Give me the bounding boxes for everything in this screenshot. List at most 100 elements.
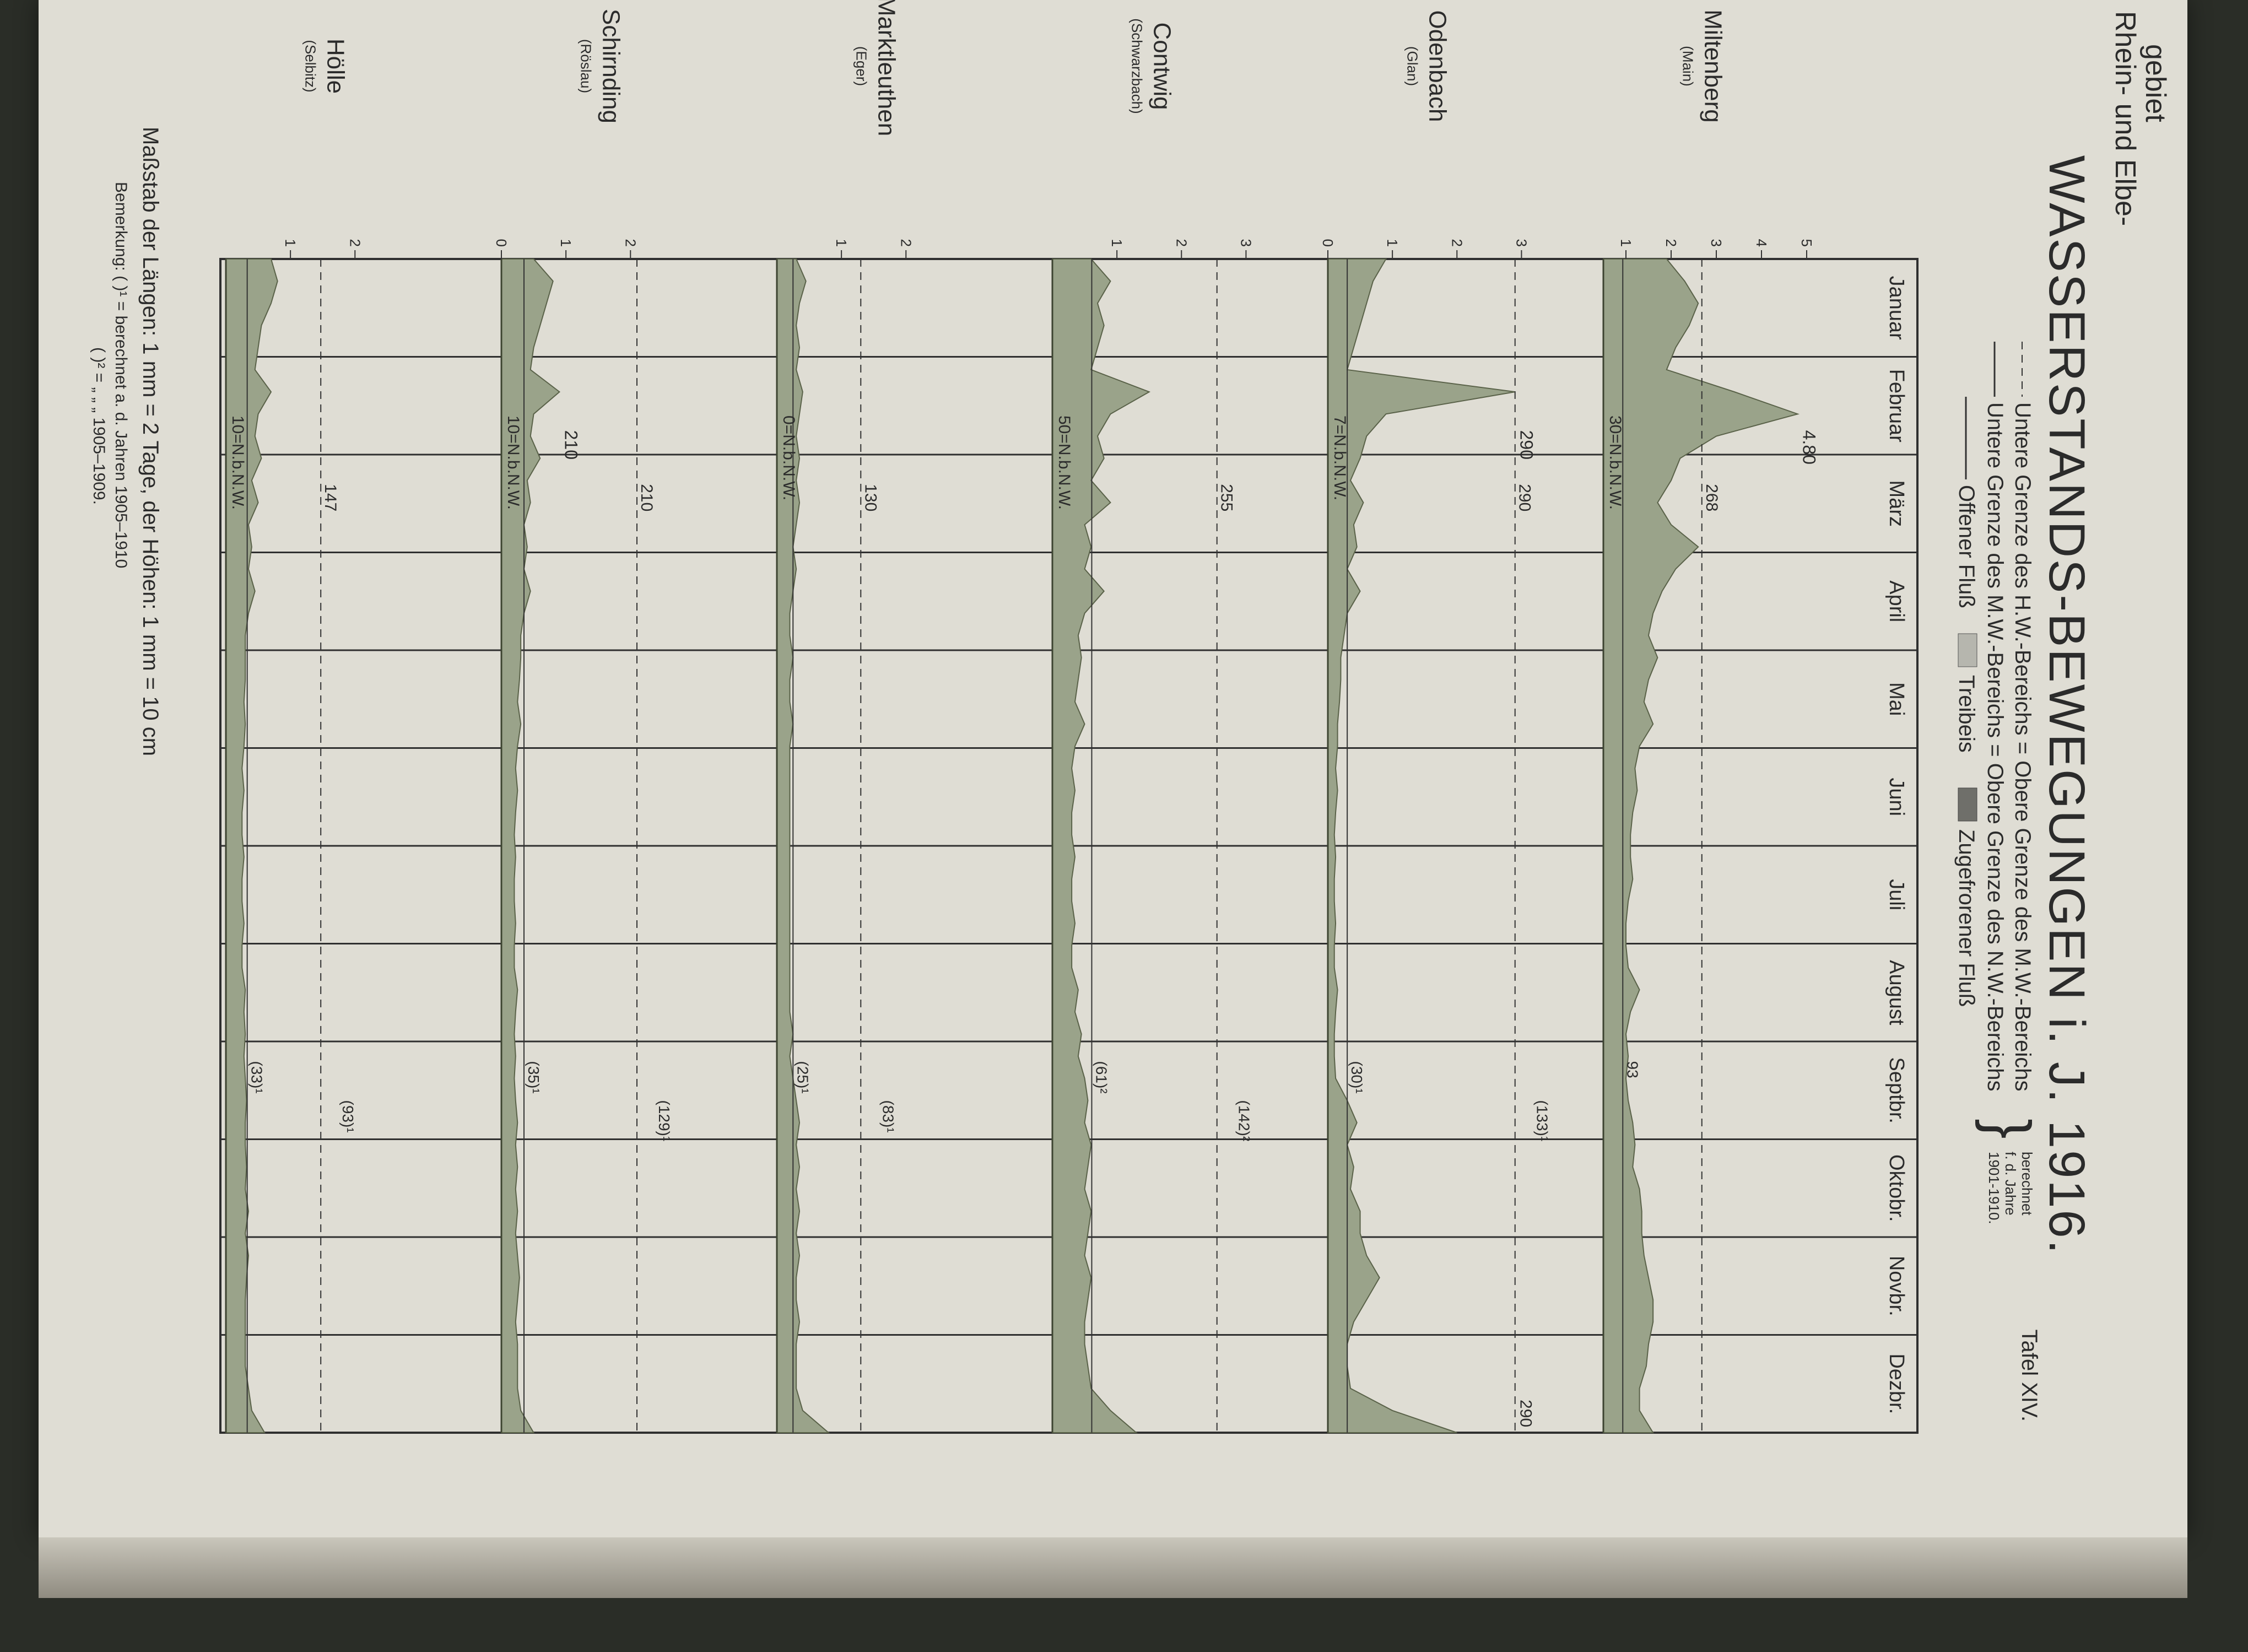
baseline-label: 7=N.b.N.W. [1331, 415, 1349, 500]
region-line-1: Rhein- und Elbe- [2109, 11, 2141, 226]
hw-boundary-label: 130 [861, 484, 879, 511]
legend-frozen: Zugefrorener Fluß [1954, 829, 1979, 1007]
legend-open-river: Offener Fluß [1954, 485, 1979, 608]
peak-label: 290 [1517, 430, 1537, 460]
station-band: 210 (35)¹ (129)¹ 10=N.b.N.W. 210 0 1 2 [493, 239, 673, 1433]
station-name: Contwig [1149, 23, 1176, 110]
legend-line-2: Untere Grenze des M.W.-Bereichs = Obere … [1983, 402, 2007, 1091]
station-band: 147 (33)¹ (93)¹ 10=N.b.N.W. 1 2 [225, 239, 363, 1433]
hw-boundary-label: 290 [1516, 484, 1534, 511]
legend-drift-ice-swatch [1958, 633, 1977, 667]
station-river: (Main) [1680, 46, 1696, 87]
y-tick-label: 2 [347, 239, 363, 247]
month-label: August [1885, 960, 1908, 1025]
month-label: Januar [1885, 276, 1908, 341]
hw-boundary-label: 147 [321, 484, 339, 511]
station-name: Odenbach [1424, 10, 1451, 122]
water-level-area [776, 258, 830, 1433]
baseline-label: 0=N.b.N.W. [780, 415, 798, 500]
y-tick-label: 0 [1320, 239, 1336, 247]
y-tick-label: 5 [1798, 239, 1815, 247]
y-tick-label: 1 [558, 239, 574, 247]
y-tick-label: 1 [282, 239, 299, 247]
water-level-area [1603, 258, 1800, 1433]
chart-title: WASSERSTANDS-BEWEGUNGEN i. J. 1916. [2039, 155, 2095, 1255]
water-level-area [1327, 258, 1515, 1433]
baseline-label: 50=N.b.N.W. [1055, 415, 1073, 510]
month-label: Juli [1885, 879, 1908, 910]
region-line-2: gebiet [2139, 44, 2171, 122]
page-sheet [39, 0, 2187, 1537]
page-edge [39, 1537, 2187, 1598]
peak-label: 210 [561, 430, 581, 460]
y-tick-label: 1 [1618, 239, 1634, 247]
month-labels: Januar Februar März April Mai Juni Juli August S… [1885, 276, 1908, 1415]
baseline-label: 30=N.b.N.W. [1606, 415, 1624, 510]
legend-line-1: Untere Grenze des H.W.-Bereichs = Obere … [2011, 402, 2035, 1091]
y-tick-label: 1 [1109, 239, 1125, 247]
y-tick-label: 2 [898, 239, 914, 247]
y-tick-label: 3 [1238, 239, 1254, 247]
station-name: Hölle [322, 39, 349, 94]
nw-boundary-label: (33)¹ [248, 1061, 266, 1094]
legend: Untere Grenze des H.W.-Bereichs = Obere … [1954, 342, 2042, 1224]
water-level-area [1052, 258, 1151, 1433]
baseline-label: 10=N.b.N.W. [504, 415, 522, 510]
station-band: 290 (30)¹ (133)¹ 7=N.b.N.W. 290 290 0 1 2 3 [1320, 239, 1551, 1433]
month-label: März [1885, 481, 1908, 527]
peak-label: 4.80 [1800, 430, 1819, 465]
station-river: (Eger) [853, 46, 870, 86]
y-tick-label: 0 [493, 239, 510, 247]
month-label: Mai [1885, 682, 1908, 716]
baseline-label: 10=N.b.N.W. [229, 415, 247, 510]
station-band: 268 93 30=N.b.N.W. 4.80 1 2 3 4 5 [1602, 239, 1819, 1433]
footer-scale: Maßstab der Längen: 1 mm = 2 Tage, der H… [138, 127, 163, 756]
y-tick-label: 2 [1173, 239, 1190, 247]
hw-boundary-label: 210 [637, 484, 656, 511]
y-tick-label: 3 [1513, 239, 1530, 247]
mw-boundary-label: (83)¹ [879, 1100, 896, 1133]
station-name: Schirnding [598, 9, 625, 123]
station-band: 130 (25)¹ (83)¹ 0=N.b.N.W. 1 2 [776, 239, 914, 1433]
station-name: Marktleuthen [873, 0, 900, 136]
y-tick-label: 2 [1449, 239, 1465, 247]
legend-brace-note-1: berechnet [2019, 1152, 2035, 1216]
nw-boundary-label: (35)¹ [525, 1061, 542, 1094]
station-band: 255 (61)² (142)² 50=N.b.N.W. 1 2 3 [1051, 239, 1254, 1433]
station-river: (Röslau) [578, 39, 595, 93]
end-label: 290 [1517, 1400, 1535, 1427]
station-labels: Miltenberg(Main) Odenbach(Glan) Contwig(Sc… [302, 0, 1727, 136]
footer-remark-2: ( )² = „ „ „ 1905–1909. [90, 347, 108, 505]
mw-boundary-label: (129)¹ [656, 1100, 673, 1142]
y-tick-label: 4 [1753, 239, 1770, 247]
month-label: Oktobr. [1885, 1154, 1908, 1222]
y-tick-label: 1 [833, 239, 850, 247]
month-label: Dezbr. [1885, 1353, 1908, 1414]
footer-remark-1: Bemerkung: ( )¹ = berechnet a. d. Jahren… [112, 182, 130, 568]
y-tick-label: 2 [622, 239, 639, 247]
station-name: Miltenberg [1700, 9, 1727, 122]
y-tick-label: 2 [1663, 239, 1679, 247]
mw-boundary-label: (142)² [1236, 1100, 1253, 1142]
nw-boundary-label: (30)¹ [1348, 1061, 1365, 1094]
y-tick-label: 3 [1708, 239, 1725, 247]
legend-brace-note-2: f. d. Jahre [2002, 1152, 2019, 1216]
legend-brace-note-3: 1901-1910. [1986, 1152, 2002, 1224]
water-level-area [501, 258, 561, 1433]
legend-drift-ice: Treibeis [1954, 675, 1979, 753]
month-label: Februar [1885, 369, 1908, 442]
legend-frozen-swatch [1958, 787, 1977, 822]
mw-boundary-label: (93)¹ [339, 1100, 356, 1133]
hw-boundary-label: 255 [1218, 484, 1236, 511]
nw-boundary-label: (61)² [1093, 1061, 1110, 1094]
station-river: (Schwarzbach) [1129, 18, 1145, 114]
plate-label: Tafel XIV. [2017, 1329, 2041, 1422]
nw-boundary-label: 93 [1624, 1061, 1641, 1078]
y-tick-label: 1 [1384, 239, 1401, 247]
month-label: Juni [1885, 778, 1908, 816]
legend-brace: } [1975, 1119, 2042, 1139]
region-label: Rhein- und Elbe- gebiet [2109, 11, 2171, 226]
station-river: (Glan) [1404, 46, 1421, 86]
